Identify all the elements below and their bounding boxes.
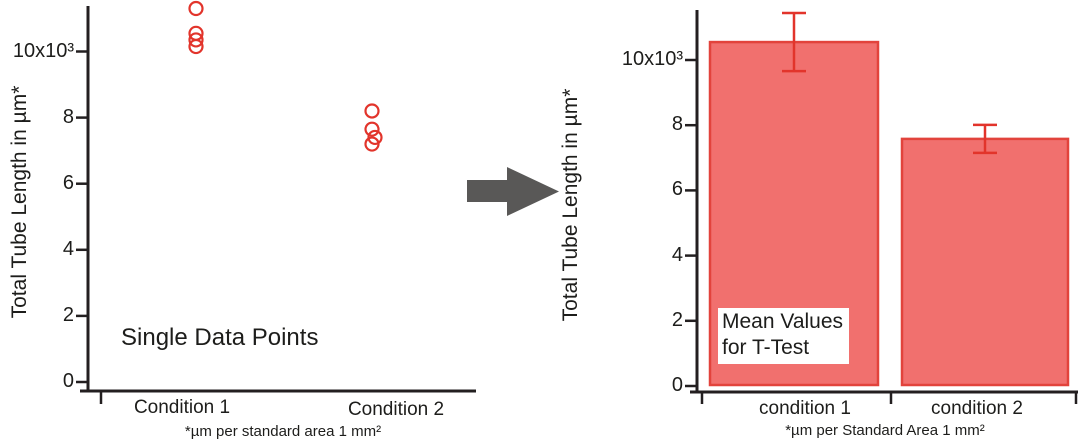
scatter-point-condition-1-4 xyxy=(188,38,204,55)
y-tick-label: 10x10³ xyxy=(621,48,683,70)
y-tick-label: 10x10³ xyxy=(12,39,74,62)
y-tick-label: 4 xyxy=(62,237,74,260)
left-category-condition-1: Condition 1 xyxy=(133,397,231,418)
left-footnote: *µm per standard area 1 mm² xyxy=(184,423,382,440)
mean-values-annotation-line1: Mean Values xyxy=(722,310,844,333)
y-tick-label: 0 xyxy=(671,374,683,396)
scatter-point-condition-2-2 xyxy=(364,121,380,137)
y-tick-label: 6 xyxy=(671,178,683,201)
right-footnote: *µm per Standard Area 1 mm² xyxy=(785,422,985,439)
mean-values-annotation-box: Mean Values for T-Test xyxy=(718,308,850,364)
right-category-condition-1: condition 1 xyxy=(759,398,851,419)
y-tick-label: 0 xyxy=(62,370,74,392)
y-tick-label: 6 xyxy=(62,171,74,194)
mean-values-annotation-line2: for T-Test xyxy=(722,336,810,359)
left-annotation: Single Data Points xyxy=(121,324,319,351)
y-tick-label: 4 xyxy=(671,243,683,266)
y-tick-label: 8 xyxy=(671,113,683,136)
scatter-point-condition-1-3 xyxy=(188,32,204,48)
left-category-condition-2: Condition 2 xyxy=(347,399,445,420)
left-y-axis-label: Total Tube Length in µm* xyxy=(8,85,31,319)
right-category-condition-2: condition 2 xyxy=(931,398,1023,419)
bar-condition-2 xyxy=(900,137,1070,387)
scatter-point-condition-1-1 xyxy=(188,0,204,17)
transform-arrow xyxy=(467,167,559,216)
scatter-point-condition-2-4 xyxy=(364,136,380,152)
scatter-point-condition-2-1 xyxy=(364,103,380,119)
y-tick-label: 2 xyxy=(671,308,683,331)
right-y-axis-label: Total Tube Length in µm* xyxy=(559,88,582,322)
y-tick-label: 8 xyxy=(62,105,74,128)
y-tick-label: 2 xyxy=(62,303,74,326)
